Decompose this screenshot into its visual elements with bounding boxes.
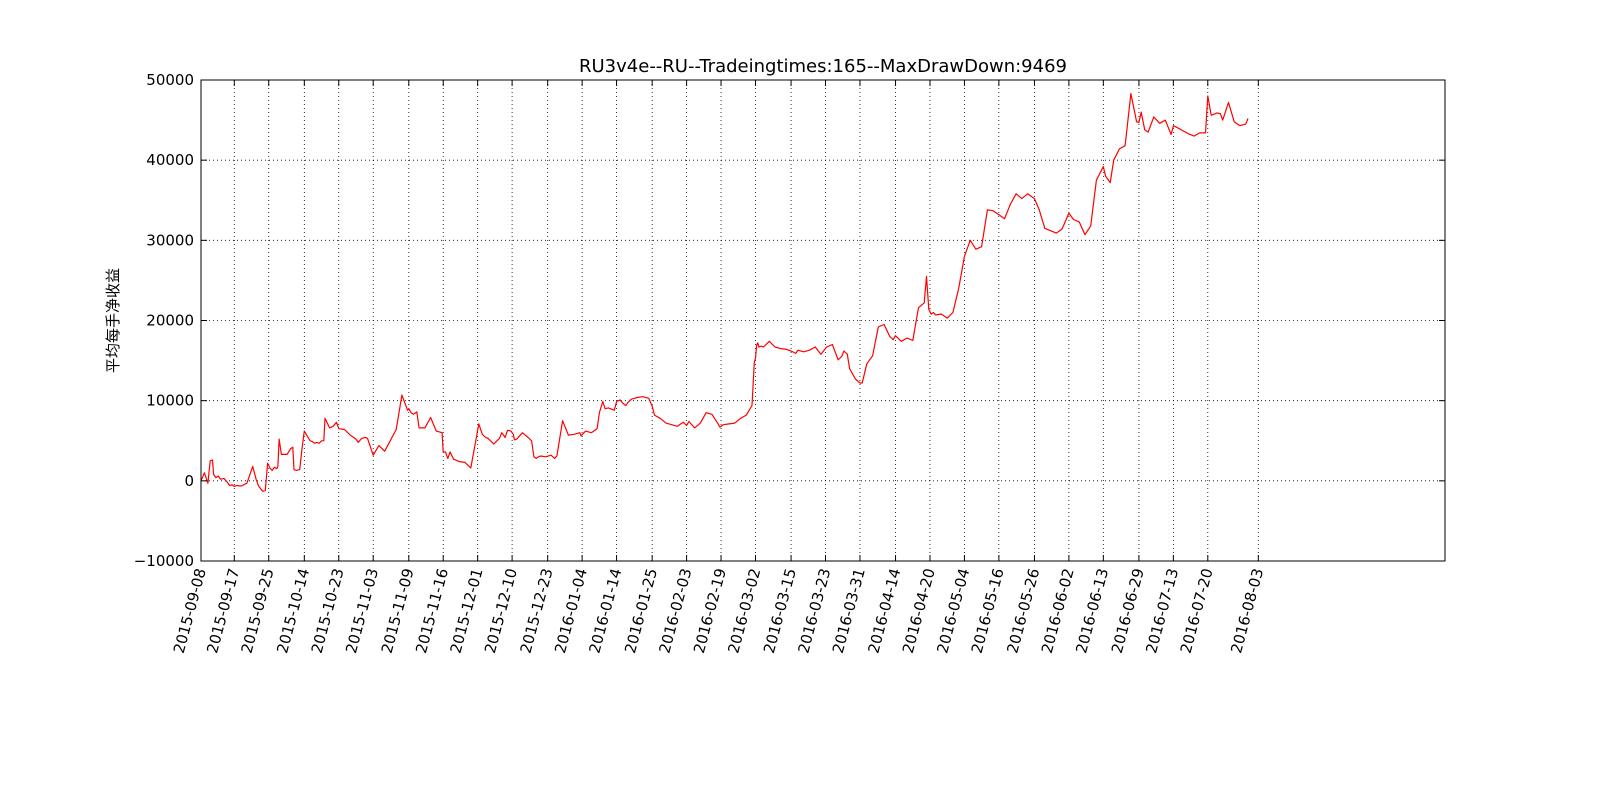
y-tick-label: 30000 — [146, 231, 194, 249]
chart-title: RU3v4e--RU--Tradeingtimes:165--MaxDrawDo… — [579, 56, 1067, 77]
y-tick-label: −10000 — [134, 552, 194, 570]
y-tick-label: 50000 — [146, 71, 194, 89]
y-tick-label: 40000 — [146, 151, 194, 169]
y-axis-label: 平均每手净收益 — [104, 268, 122, 373]
y-tick-label: 10000 — [146, 392, 194, 410]
y-tick-label: 20000 — [146, 312, 194, 330]
y-tick-label: 0 — [184, 472, 194, 490]
